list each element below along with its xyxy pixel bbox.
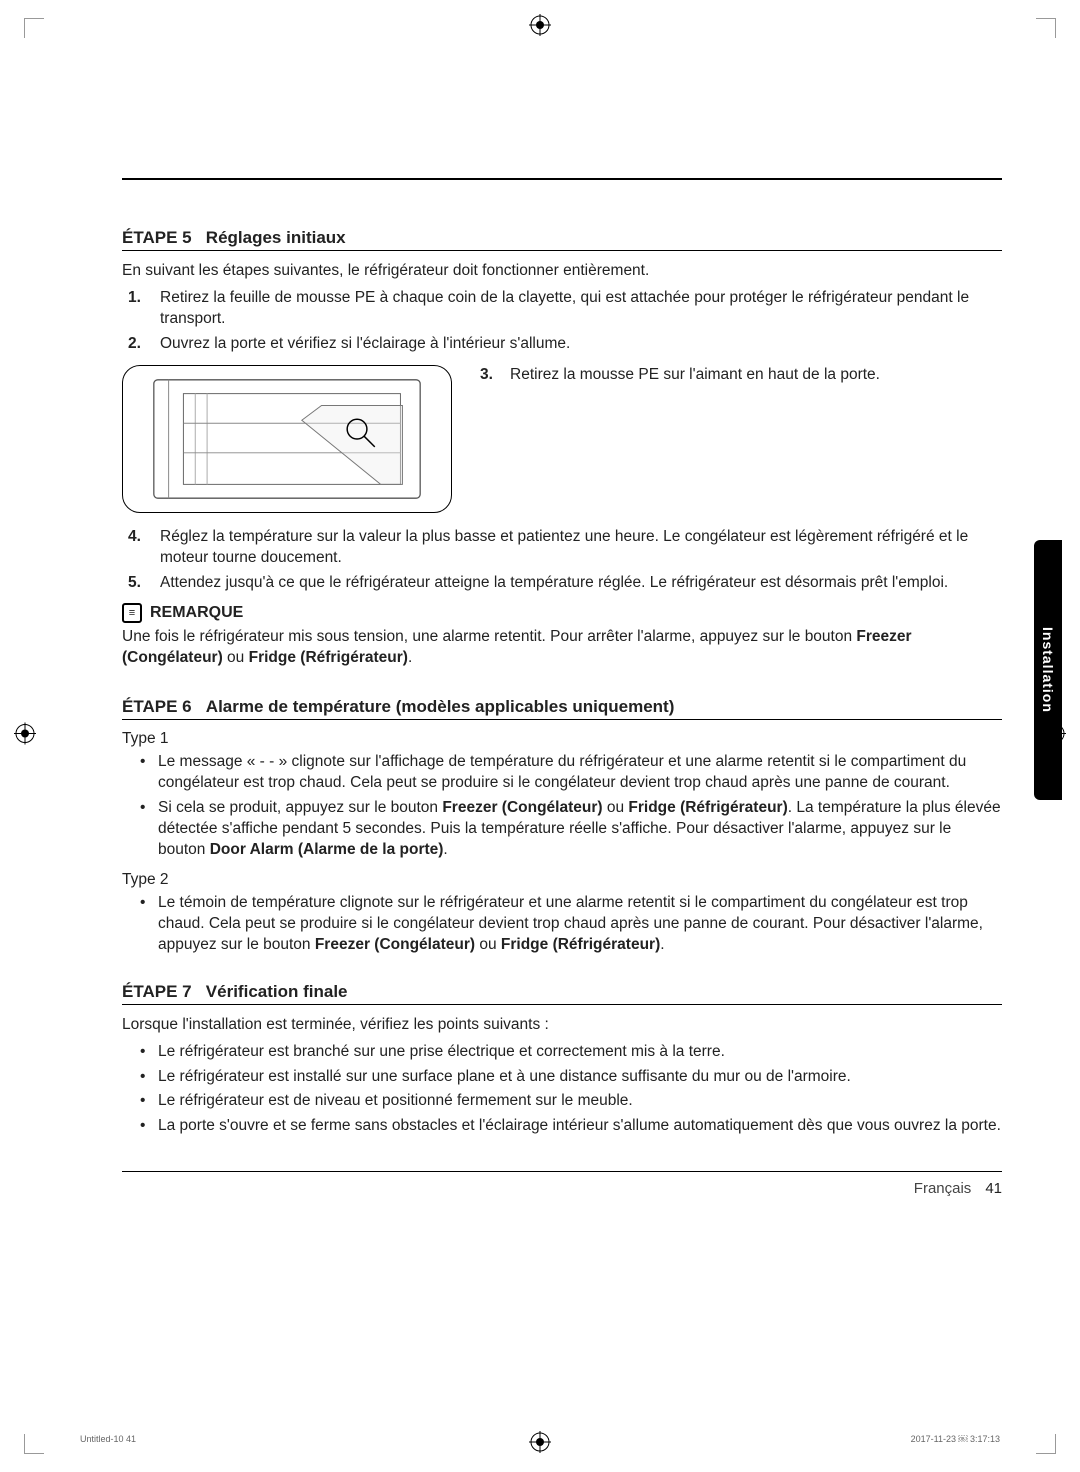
remark-text: Une fois le réfrigérateur mis sous tensi… (122, 627, 1002, 669)
step7-heading: ÉTAPE 7 Vérification finale (122, 982, 1002, 1005)
registration-mark-left (14, 723, 36, 750)
step5-intro: En suivant les étapes suivantes, le réfr… (122, 261, 1002, 282)
type2-label: Type 2 (122, 871, 1002, 889)
type1-bullets: Le message « - - » clignote sur l'affich… (144, 752, 1002, 861)
list-item: Le réfrigérateur est de niveau et positi… (144, 1091, 1002, 1112)
list-item: La porte s'ouvre et se ferme sans obstac… (144, 1116, 1002, 1137)
step5-item3: 3. Retirez la mousse PE sur l'aimant en … (480, 365, 1002, 513)
doc-footer-left: Untitled-10 41 (80, 1434, 136, 1444)
step7-title: Vérification finale (206, 982, 348, 1001)
bottom-rule (122, 1171, 1002, 1172)
side-tab-label: Installation (1040, 627, 1056, 713)
step7-intro: Lorsque l'installation est terminée, vér… (122, 1015, 1002, 1036)
step5-heading: ÉTAPE 5 Réglages initiaux (122, 228, 1002, 251)
page-footer: Français 41 (122, 1180, 1002, 1197)
remark-label: REMARQUE (150, 604, 243, 622)
step5-label: ÉTAPE 5 (122, 228, 192, 247)
step7-label: ÉTAPE 7 (122, 982, 192, 1001)
document-footer: Untitled-10 41 2017-11-23 ￼ 3:17:13 (80, 1434, 1000, 1444)
list-item: 4.Réglez la température sur la valeur la… (144, 527, 1002, 569)
step5-title: Réglages initiaux (206, 228, 346, 247)
top-rule (122, 178, 1002, 180)
note-icon: ≡ (122, 603, 142, 623)
list-item: Si cela se produit, appuyez sur le bouto… (144, 798, 1002, 861)
type2-bullets: Le témoin de température clignote sur le… (144, 893, 1002, 956)
list-item: 1.Retirez la feuille de mousse PE à chaq… (144, 288, 1002, 330)
list-item: Le message « - - » clignote sur l'affich… (144, 752, 1002, 794)
step5-list-a: 1.Retirez la feuille de mousse PE à chaq… (144, 288, 1002, 355)
list-item: Le réfrigérateur est installé sur une su… (144, 1067, 1002, 1088)
list-item: 5.Attendez jusqu'à ce que le réfrigérate… (144, 573, 1002, 594)
step6-title: Alarme de température (modèles applicabl… (206, 697, 675, 716)
doc-footer-right: 2017-11-23 ￼ 3:17:13 (911, 1434, 1000, 1444)
figure-illustration (122, 365, 452, 513)
footer-page-number: 41 (985, 1180, 1002, 1197)
step7-bullets: Le réfrigérateur est branché sur une pri… (144, 1042, 1002, 1138)
figure-row: 3. Retirez la mousse PE sur l'aimant en … (122, 365, 1002, 513)
list-item: 2.Ouvrez la porte et vérifiez si l'éclai… (144, 334, 1002, 355)
footer-language: Français (914, 1180, 972, 1197)
page-content: ÉTAPE 5 Réglages initiaux En suivant les… (122, 178, 1002, 1372)
step5-list-b: 4.Réglez la température sur la valeur la… (144, 527, 1002, 594)
list-item: Le réfrigérateur est branché sur une pri… (144, 1042, 1002, 1063)
step6-heading: ÉTAPE 6 Alarme de température (modèles a… (122, 697, 1002, 720)
remark-heading: ≡ REMARQUE (122, 603, 1002, 623)
registration-mark-top (529, 14, 551, 41)
list-item: Le témoin de température clignote sur le… (144, 893, 1002, 956)
type1-label: Type 1 (122, 730, 1002, 748)
side-tab-installation: Installation (1034, 540, 1062, 800)
step6-label: ÉTAPE 6 (122, 697, 192, 716)
